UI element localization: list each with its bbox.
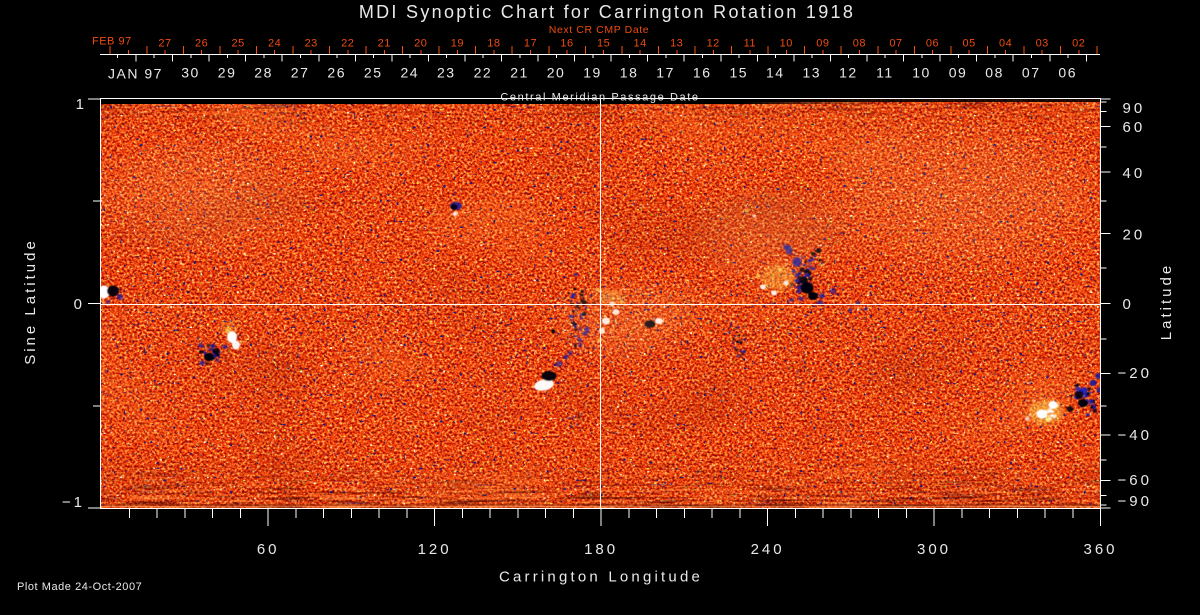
svg-text:−1: −1: [62, 494, 85, 511]
svg-text:60: 60: [257, 541, 280, 558]
svg-text:29: 29: [218, 65, 237, 81]
svg-text:120: 120: [418, 541, 452, 558]
svg-text:16: 16: [560, 38, 573, 50]
svg-text:25: 25: [231, 38, 244, 50]
svg-text:18: 18: [487, 38, 500, 50]
svg-text:22: 22: [341, 38, 354, 50]
svg-text:10: 10: [912, 65, 931, 81]
svg-text:08: 08: [853, 38, 866, 50]
svg-text:0: 0: [1123, 296, 1134, 313]
svg-text:12: 12: [839, 65, 858, 81]
svg-text:02: 02: [1072, 38, 1085, 50]
svg-text:Plot Made 24-Oct-2007: Plot Made 24-Oct-2007: [17, 581, 142, 593]
svg-text:−90: −90: [1118, 493, 1152, 510]
svg-text:28: 28: [254, 65, 273, 81]
svg-text:21: 21: [510, 65, 529, 81]
svg-text:Carrington Longitude: Carrington Longitude: [499, 569, 703, 586]
svg-text:04: 04: [999, 38, 1012, 50]
svg-text:−40: −40: [1118, 427, 1152, 444]
svg-text:20: 20: [547, 65, 566, 81]
svg-text:16: 16: [693, 65, 712, 81]
svg-text:MDI Synoptic Chart for Carring: MDI Synoptic Chart for Carrington Rotati…: [359, 2, 855, 22]
svg-text:08: 08: [985, 65, 1004, 81]
svg-text:Central Meridian Passage Date: Central Meridian Passage Date: [500, 92, 699, 104]
svg-text:03: 03: [1036, 38, 1049, 50]
svg-text:14: 14: [633, 38, 646, 50]
svg-text:13: 13: [670, 38, 683, 50]
svg-text:90: 90: [1123, 100, 1146, 117]
svg-text:07: 07: [889, 38, 902, 50]
svg-text:06: 06: [926, 38, 939, 50]
svg-text:06: 06: [1058, 65, 1077, 81]
svg-text:09: 09: [816, 38, 829, 50]
svg-text:17: 17: [656, 65, 675, 81]
svg-text:24: 24: [268, 38, 281, 50]
svg-text:JAN 97: JAN 97: [108, 66, 163, 82]
svg-text:300: 300: [917, 541, 951, 558]
svg-text:180: 180: [584, 541, 618, 558]
svg-text:FEB 97: FEB 97: [92, 36, 132, 48]
svg-text:25: 25: [364, 65, 383, 81]
svg-text:1: 1: [76, 96, 87, 113]
svg-text:05: 05: [962, 38, 975, 50]
svg-text:27: 27: [291, 65, 310, 81]
svg-text:27: 27: [158, 38, 171, 50]
svg-text:−60: −60: [1118, 472, 1152, 489]
svg-text:22: 22: [474, 65, 493, 81]
svg-text:360: 360: [1083, 541, 1117, 558]
svg-text:26: 26: [327, 65, 346, 81]
svg-text:0: 0: [74, 296, 85, 313]
svg-text:07: 07: [1022, 65, 1041, 81]
svg-text:11: 11: [744, 38, 756, 50]
svg-text:Latitude: Latitude: [1158, 263, 1175, 340]
svg-text:15: 15: [730, 65, 749, 81]
svg-text:21: 21: [378, 38, 391, 50]
svg-text:−20: −20: [1118, 365, 1152, 382]
svg-text:23: 23: [437, 65, 456, 81]
svg-text:20: 20: [414, 38, 427, 50]
svg-text:20: 20: [1123, 227, 1146, 244]
svg-text:240: 240: [751, 541, 785, 558]
svg-text:19: 19: [451, 38, 464, 50]
svg-text:60: 60: [1123, 119, 1146, 136]
svg-text:15: 15: [597, 38, 610, 50]
svg-text:17: 17: [524, 38, 537, 50]
svg-text:23: 23: [305, 38, 318, 50]
svg-text:24: 24: [401, 65, 420, 81]
svg-text:Sine Latitude: Sine Latitude: [22, 238, 39, 365]
svg-text:18: 18: [620, 65, 639, 81]
svg-text:14: 14: [766, 65, 785, 81]
svg-text:Next CR CMP Date: Next CR CMP Date: [549, 24, 649, 36]
svg-text:13: 13: [803, 65, 822, 81]
svg-text:11: 11: [876, 65, 894, 81]
svg-text:40: 40: [1123, 165, 1146, 182]
svg-text:26: 26: [195, 38, 208, 50]
svg-text:30: 30: [181, 65, 200, 81]
svg-text:09: 09: [949, 65, 968, 81]
svg-text:12: 12: [707, 38, 720, 50]
svg-text:19: 19: [583, 65, 602, 81]
svg-text:10: 10: [780, 38, 793, 50]
